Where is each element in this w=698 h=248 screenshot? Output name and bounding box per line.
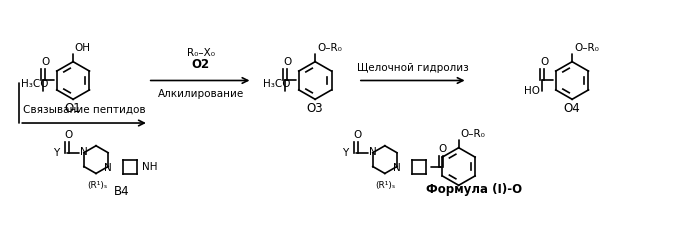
Text: H₃CO: H₃CO [22,79,49,90]
Text: O: O [438,144,447,154]
Text: O1: O1 [65,102,82,115]
Text: OH: OH [74,43,90,53]
Text: Щелочной гидролиз: Щелочной гидролиз [357,63,468,73]
Text: B4: B4 [114,185,130,198]
Text: HO: HO [524,86,540,96]
Text: O–R₀: O–R₀ [461,129,486,139]
Text: (R¹)ₛ: (R¹)ₛ [87,181,107,190]
Text: O–R₀: O–R₀ [574,43,599,53]
Text: N: N [80,147,88,157]
Text: O: O [41,57,50,67]
Text: O–R₀: O–R₀ [317,43,342,53]
Text: Y: Y [341,148,348,158]
Text: O3: O3 [307,102,323,115]
Text: O: O [283,57,291,67]
Text: (R¹)ₛ: (R¹)ₛ [376,181,396,190]
Text: Связывание пептидов: Связывание пептидов [23,105,145,115]
Text: N: N [104,162,112,173]
Text: O: O [65,130,73,140]
Text: Y: Y [53,148,59,158]
Text: Формула (I)-O: Формула (I)-O [426,183,523,196]
Text: O2: O2 [191,58,209,71]
Text: N: N [393,162,401,173]
Text: R₀–X₀: R₀–X₀ [186,48,214,58]
Text: H₃CO: H₃CO [263,79,291,90]
Text: N: N [369,147,377,157]
Text: O4: O4 [564,102,581,115]
Text: Алкилирование: Алкилирование [158,89,244,99]
Text: O: O [354,130,362,140]
Text: O: O [540,57,549,67]
Text: NH: NH [142,161,158,172]
